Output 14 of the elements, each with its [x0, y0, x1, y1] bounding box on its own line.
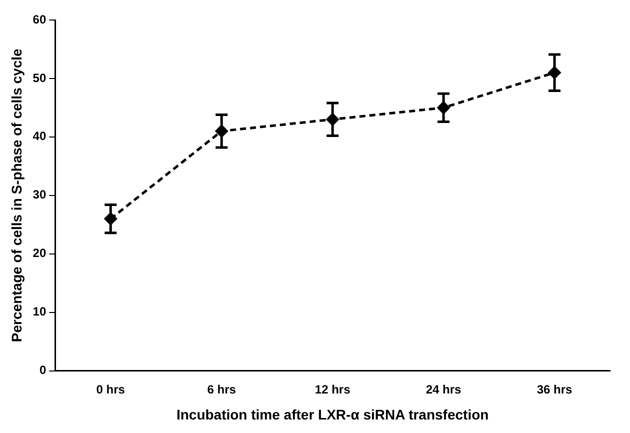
- x-tick-label: 12 hrs: [314, 382, 351, 396]
- x-axis-title: Incubation time after LXR-α siRNA transfection: [176, 406, 489, 422]
- y-axis-title: Percentage of cells in S-phase of cells cycle: [8, 48, 24, 342]
- y-tick-label: 50: [32, 70, 46, 85]
- y-tick-label: 60: [32, 12, 46, 26]
- y-tick-label: 30: [32, 188, 46, 202]
- y-tick-label: 0: [39, 363, 46, 378]
- x-tick-label: 24 hrs: [426, 382, 462, 396]
- y-tick-label: 10: [32, 304, 46, 319]
- x-tick-label: 0 hrs: [96, 382, 126, 396]
- y-tick-label: 20: [32, 246, 46, 260]
- y-tick-label: 40: [32, 129, 46, 144]
- x-tick-label: 36 hrs: [536, 382, 573, 396]
- x-tick-label: 6 hrs: [207, 382, 236, 396]
